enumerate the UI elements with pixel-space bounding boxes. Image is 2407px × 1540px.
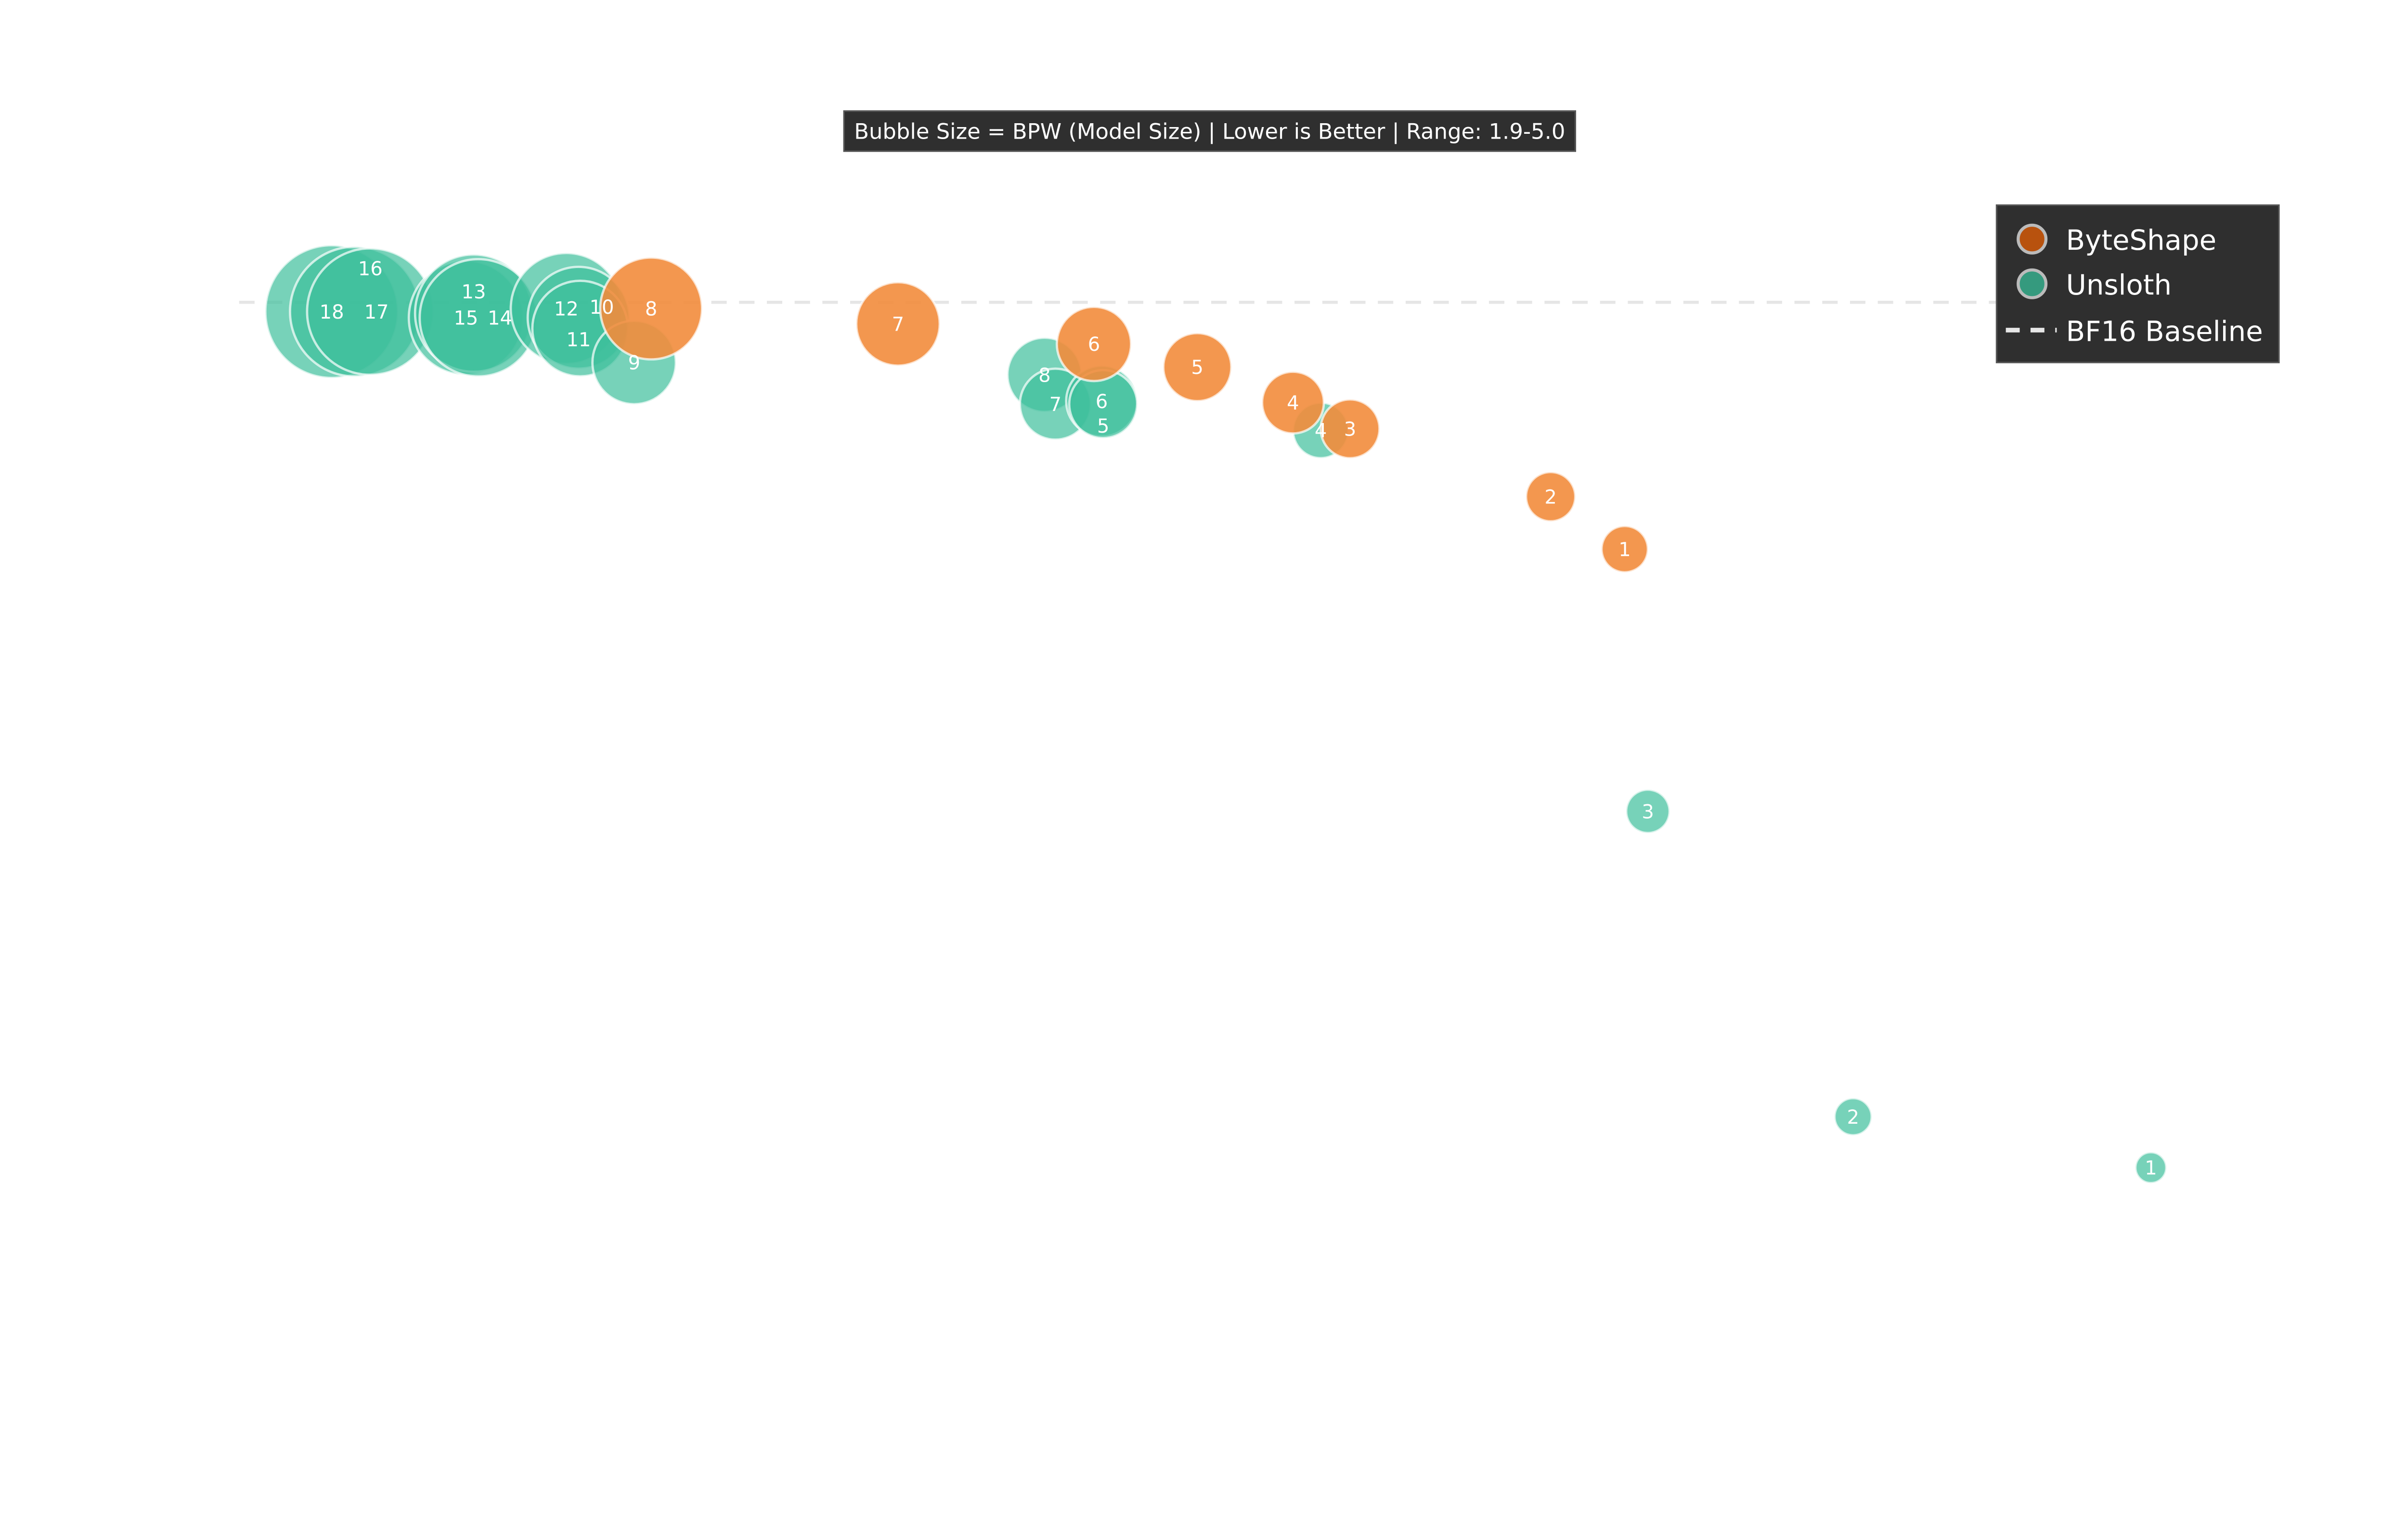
unsloth-bubble-label: 1 <box>2145 1157 2157 1180</box>
unsloth-bubble-label: 9 <box>628 352 640 374</box>
byteshape-bubble-5[interactable] <box>1162 332 1233 402</box>
legend-label-byteshape[interactable]: ByteShape <box>2066 224 2216 257</box>
subtitle-box: Bubble Size = BPW (Model Size) | Lower i… <box>843 110 1577 152</box>
byteshape-bubble-8[interactable] <box>599 256 703 361</box>
legend-marker-byteshape <box>2017 223 2048 255</box>
byteshape-bubble-label: 1 <box>1618 539 1631 561</box>
unsloth-bubble-label: 2 <box>1847 1106 1859 1129</box>
byteshape-bubble-label: 4 <box>1287 392 1299 414</box>
byteshape-bubble-2[interactable] <box>1525 471 1577 523</box>
unsloth-bubble-label: 11 <box>566 329 591 351</box>
unsloth-bubble-label: 10 <box>590 296 614 319</box>
subtitle-background <box>843 110 1577 152</box>
unsloth-bubble-label: 5 <box>1097 415 1109 437</box>
chart-subtitle: Bubble Size = BPW (Model Size) | Lower i… <box>854 118 1565 144</box>
byteshape-bubble-1[interactable] <box>1600 525 1649 574</box>
byteshape-bubble-6[interactable] <box>1055 306 1132 383</box>
unsloth-bubble-label: 7 <box>1049 394 1061 416</box>
unsloth-bubble-label: 17 <box>364 301 389 323</box>
legend-label-baseline[interactable]: BF16 Baseline <box>2066 315 2263 347</box>
unsloth-bubble-label: 16 <box>358 258 383 280</box>
unsloth-bubble-label: 8 <box>1038 364 1050 386</box>
byteshape-bubble-label: 5 <box>1191 357 1203 379</box>
legend-label-unsloth[interactable]: Unsloth <box>2066 269 2172 301</box>
byteshape-bubble-label: 8 <box>645 298 657 320</box>
byteshape-bubble-label: 6 <box>1088 334 1100 356</box>
byteshape-bubble-3[interactable] <box>1320 398 1381 460</box>
byteshape-bubble-label: 2 <box>1544 486 1556 508</box>
unsloth-bubble-label: 18 <box>320 301 344 323</box>
byteshape-bubble-4[interactable] <box>1261 371 1325 435</box>
unsloth-bubble-label: 14 <box>488 308 512 330</box>
legend: ByteShape Unsloth BF16 Baseline <box>1995 204 2280 363</box>
unsloth-bubble-label: 13 <box>461 281 486 303</box>
unsloth-bubble-2[interactable] <box>1833 1097 1873 1137</box>
unsloth-bubble-label: 3 <box>1642 801 1654 823</box>
unsloth-bubble-1[interactable] <box>2134 1151 2168 1184</box>
unsloth-bubble-3[interactable] <box>1625 788 1671 834</box>
legend-marker-unsloth <box>2017 268 2048 299</box>
unsloth-bubble-label: 12 <box>554 298 579 320</box>
bubbles-layer <box>264 244 2168 1184</box>
byteshape-bubble-7[interactable] <box>855 281 941 367</box>
unsloth-bubble-label: 15 <box>453 308 478 330</box>
unsloth-bubble-label: 6 <box>1096 391 1108 413</box>
byteshape-bubble-label: 3 <box>1344 418 1356 440</box>
unsloth-bubble-label: 4 <box>1315 420 1327 442</box>
byteshape-bubble-label: 7 <box>892 313 904 335</box>
